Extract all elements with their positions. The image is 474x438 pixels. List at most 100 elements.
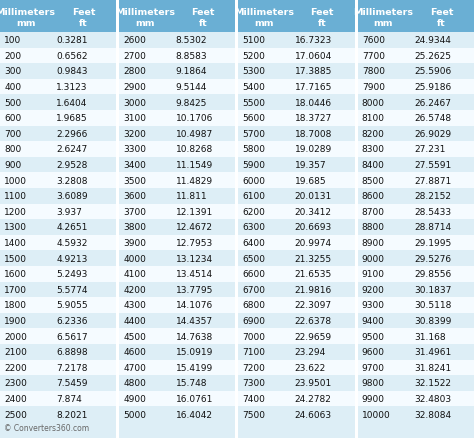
Bar [119,328,170,344]
Bar [409,251,474,266]
Bar [290,266,355,282]
Text: 6.5617: 6.5617 [56,332,88,341]
Bar [119,157,170,173]
Text: 5300: 5300 [243,67,265,76]
Text: 1.9685: 1.9685 [56,114,88,123]
Text: 15.0919: 15.0919 [175,347,213,357]
Text: 12.7953: 12.7953 [175,239,213,247]
Text: 900: 900 [4,161,21,170]
Text: 2700: 2700 [123,52,146,61]
Text: 5100: 5100 [243,36,265,45]
Text: Millimeters: Millimeters [234,8,294,17]
Text: 1000: 1000 [4,177,27,185]
Text: 6900: 6900 [243,316,265,325]
Bar [358,360,409,375]
Bar [238,282,290,297]
Text: 300: 300 [4,67,21,76]
Text: 7.2178: 7.2178 [56,363,88,372]
Bar [0,220,51,235]
Text: 7600: 7600 [362,36,385,45]
Bar [119,266,170,282]
Bar [358,80,409,95]
Text: 9600: 9600 [362,347,385,357]
Text: 23.9501: 23.9501 [295,378,332,388]
Text: 5200: 5200 [243,52,265,61]
Text: 12.4672: 12.4672 [175,223,213,232]
Text: 2100: 2100 [4,347,27,357]
Text: 2200: 2200 [4,363,27,372]
Text: 25.5906: 25.5906 [414,67,451,76]
Bar [358,220,409,235]
Bar [170,111,236,126]
Text: 27.5591: 27.5591 [414,161,451,170]
Text: 23.294: 23.294 [295,347,326,357]
Bar [0,111,51,126]
Text: 1500: 1500 [4,254,27,263]
Bar [170,142,236,157]
Bar [238,360,290,375]
Bar [119,297,170,313]
Bar [409,49,474,64]
Bar [358,282,409,297]
Bar [170,266,236,282]
Bar [51,328,116,344]
Bar [290,406,355,422]
Bar [409,80,474,95]
Bar [238,344,290,360]
Text: 18.0446: 18.0446 [295,99,332,107]
Text: mm: mm [255,19,274,28]
Bar [358,328,409,344]
Text: 3300: 3300 [123,145,146,154]
Text: 4600: 4600 [123,347,146,357]
Bar [290,297,355,313]
Text: 29.8556: 29.8556 [414,270,451,279]
Bar [0,266,51,282]
Text: 2500: 2500 [4,410,27,419]
Bar [238,375,290,391]
Bar [409,111,474,126]
Bar [51,0,116,33]
Bar [119,391,170,406]
Bar [170,282,236,297]
Bar [358,297,409,313]
Bar [290,157,355,173]
Bar [170,173,236,189]
Bar [290,126,355,142]
Text: 8200: 8200 [362,130,385,138]
Text: 17.7165: 17.7165 [295,83,332,92]
Text: 9000: 9000 [362,254,385,263]
Bar [170,297,236,313]
Bar [238,220,290,235]
Bar [409,95,474,111]
Bar [409,64,474,80]
Text: 29.5276: 29.5276 [414,254,451,263]
Text: 5000: 5000 [123,410,146,419]
Text: Feet: Feet [430,8,453,17]
Bar [236,0,238,438]
Text: 31.168: 31.168 [414,332,446,341]
Bar [238,157,290,173]
Bar [0,360,51,375]
Text: 30.1837: 30.1837 [414,285,451,294]
Text: 4.9213: 4.9213 [56,254,88,263]
Text: 6700: 6700 [243,285,265,294]
Text: 8800: 8800 [362,223,385,232]
Bar [51,313,116,328]
Bar [0,344,51,360]
Bar [119,64,170,80]
Text: 14.7638: 14.7638 [175,332,213,341]
Bar [0,49,51,64]
Text: 9700: 9700 [362,363,385,372]
Bar [290,204,355,220]
Bar [238,80,290,95]
Text: 4000: 4000 [123,254,146,263]
Bar [119,0,170,33]
Text: 9.8425: 9.8425 [175,99,207,107]
Bar [238,126,290,142]
Text: 8.5302: 8.5302 [175,36,207,45]
Text: 21.6535: 21.6535 [295,270,332,279]
Text: 2400: 2400 [4,394,27,403]
Bar [0,313,51,328]
Text: 2.9528: 2.9528 [56,161,88,170]
Text: 32.4803: 32.4803 [414,394,451,403]
